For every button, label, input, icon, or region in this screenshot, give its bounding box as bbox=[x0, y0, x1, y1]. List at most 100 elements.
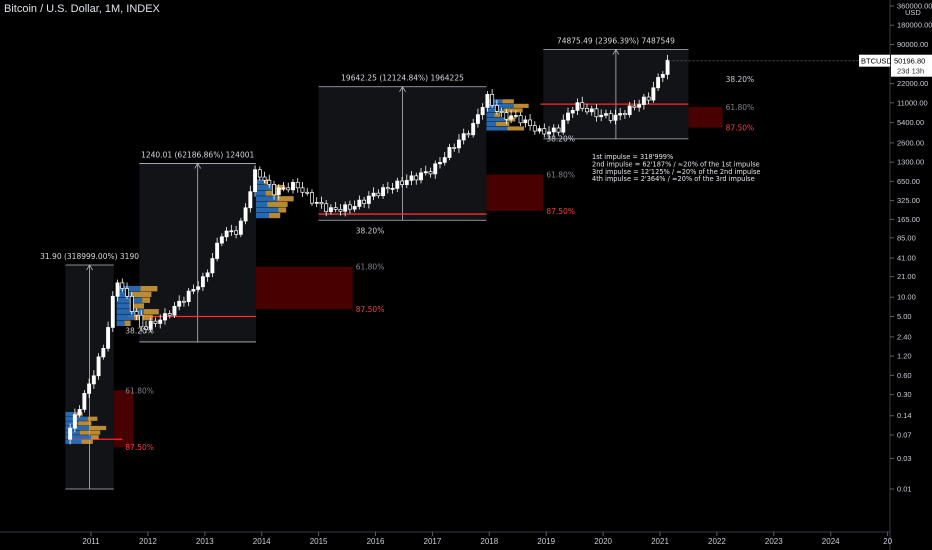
candle-body bbox=[96, 356, 101, 377]
volume-profile-bar bbox=[256, 196, 277, 202]
price-axis-currency: USD bbox=[905, 8, 921, 17]
candle-body bbox=[428, 171, 433, 175]
impulse-label: 31.90 (318999.00%) 3190 bbox=[40, 252, 139, 261]
retracement-zone bbox=[688, 106, 723, 128]
candle-body bbox=[144, 326, 148, 330]
volume-profile-bar bbox=[486, 126, 508, 131]
price-tick-label: 0.01 bbox=[897, 485, 912, 494]
candle-body bbox=[433, 163, 438, 175]
volume-profile-bar bbox=[256, 190, 266, 196]
price-tick-label: 360000.00 bbox=[897, 2, 932, 11]
time-tick-label: 2021 bbox=[651, 537, 669, 546]
price-tick-label: 11000.00 bbox=[897, 98, 928, 107]
retracement-zone bbox=[113, 390, 134, 448]
volume-profile-bar bbox=[507, 126, 525, 131]
candle-body bbox=[513, 115, 518, 117]
time-tick-label: 2012 bbox=[139, 537, 157, 546]
candle-body bbox=[404, 180, 409, 185]
candle-body bbox=[77, 409, 82, 415]
candle-body bbox=[656, 77, 661, 89]
volume-profile-bar bbox=[256, 179, 265, 185]
candle-body bbox=[87, 383, 92, 394]
countdown-label: 23d 13h bbox=[897, 67, 924, 76]
candle-body bbox=[366, 195, 371, 204]
candle-body bbox=[442, 157, 447, 163]
candle-body bbox=[343, 204, 348, 212]
candle-body bbox=[120, 282, 125, 289]
time-tick-label: 2018 bbox=[480, 537, 498, 546]
fib-level-label: 87.50% bbox=[726, 124, 755, 133]
time-tick-label: 2022 bbox=[708, 537, 726, 546]
price-tick-label: 2.40 bbox=[897, 332, 912, 341]
candle-body bbox=[585, 107, 589, 113]
volume-profile-bar bbox=[87, 416, 98, 421]
candle-body bbox=[205, 272, 210, 278]
price-tick-label: 0.30 bbox=[897, 390, 912, 399]
volume-profile-bar bbox=[79, 430, 101, 435]
candle-body bbox=[518, 115, 523, 124]
volume-profile-bar bbox=[486, 103, 514, 108]
volume-profile-bar bbox=[142, 297, 151, 303]
impulse-label: 1240.01 (62186.86%) 124001 bbox=[141, 150, 254, 159]
volume-profile-bar bbox=[89, 425, 107, 431]
volume-profile-bar bbox=[496, 121, 510, 126]
candle-body bbox=[594, 108, 599, 118]
candle-body bbox=[72, 414, 77, 429]
candle-body bbox=[328, 207, 333, 213]
volume-profile-bar bbox=[140, 285, 158, 292]
candle-body bbox=[371, 192, 376, 197]
fib-level-label: 38.20% bbox=[546, 134, 575, 143]
candle-body bbox=[438, 162, 442, 165]
candle-body bbox=[599, 114, 604, 118]
volume-profile-bar bbox=[268, 212, 281, 219]
candle-body bbox=[414, 175, 419, 181]
candle-body bbox=[286, 187, 291, 191]
candle-body bbox=[528, 119, 533, 127]
last-symbol-badge bbox=[859, 54, 890, 67]
last-symbol-label: BTCUSD bbox=[861, 57, 892, 66]
volume-profile-bar bbox=[116, 297, 143, 303]
candle-body bbox=[333, 207, 338, 210]
candle-body bbox=[466, 133, 471, 136]
candle-body bbox=[101, 348, 106, 358]
volume-profile-bar bbox=[65, 435, 91, 440]
fib-level-label: 38.20% bbox=[125, 327, 154, 336]
candle-body bbox=[177, 300, 182, 307]
impulse-arrow-head bbox=[86, 264, 93, 271]
candle-body bbox=[229, 230, 234, 233]
price-tick-label: 21.00 bbox=[897, 272, 916, 281]
candle-body bbox=[651, 87, 656, 101]
time-tick-label: 2019 bbox=[537, 537, 555, 546]
candle-body bbox=[622, 113, 627, 115]
volume-profile-bar bbox=[486, 121, 497, 126]
impulse-note: 1st impulse = 318'999% bbox=[592, 153, 673, 161]
price-tick-label: 1300.00 bbox=[897, 158, 924, 167]
candle-body bbox=[447, 147, 452, 158]
volume-profile-bar bbox=[256, 201, 268, 207]
candle-body bbox=[461, 133, 466, 141]
time-tick-label: 2016 bbox=[367, 537, 385, 546]
candle-body bbox=[509, 115, 514, 120]
volume-profile-bar bbox=[513, 103, 529, 108]
fib-level-label: 87.50% bbox=[546, 207, 575, 216]
candle-body bbox=[238, 220, 243, 235]
price-tick-label: 1.20 bbox=[897, 352, 912, 361]
impulse-label: 74875.49 (2396.39%) 7487549 bbox=[557, 37, 675, 46]
price-tick-label: 180000.00 bbox=[897, 21, 932, 30]
candle-body bbox=[532, 125, 537, 132]
retracement-zone bbox=[256, 266, 353, 310]
candle-body bbox=[172, 305, 177, 316]
candle-body bbox=[480, 107, 485, 115]
candle-body bbox=[423, 171, 428, 174]
candle-body bbox=[68, 427, 73, 440]
candle-body bbox=[575, 102, 580, 111]
volume-profile-bar bbox=[116, 303, 133, 309]
candle-body bbox=[148, 320, 153, 330]
candle-body bbox=[167, 313, 172, 316]
volume-profile-bar bbox=[504, 108, 523, 113]
candle-body bbox=[352, 206, 357, 210]
time-tick-label: 2023 bbox=[765, 537, 783, 546]
candle-body bbox=[485, 94, 490, 108]
candle-body bbox=[362, 199, 367, 204]
